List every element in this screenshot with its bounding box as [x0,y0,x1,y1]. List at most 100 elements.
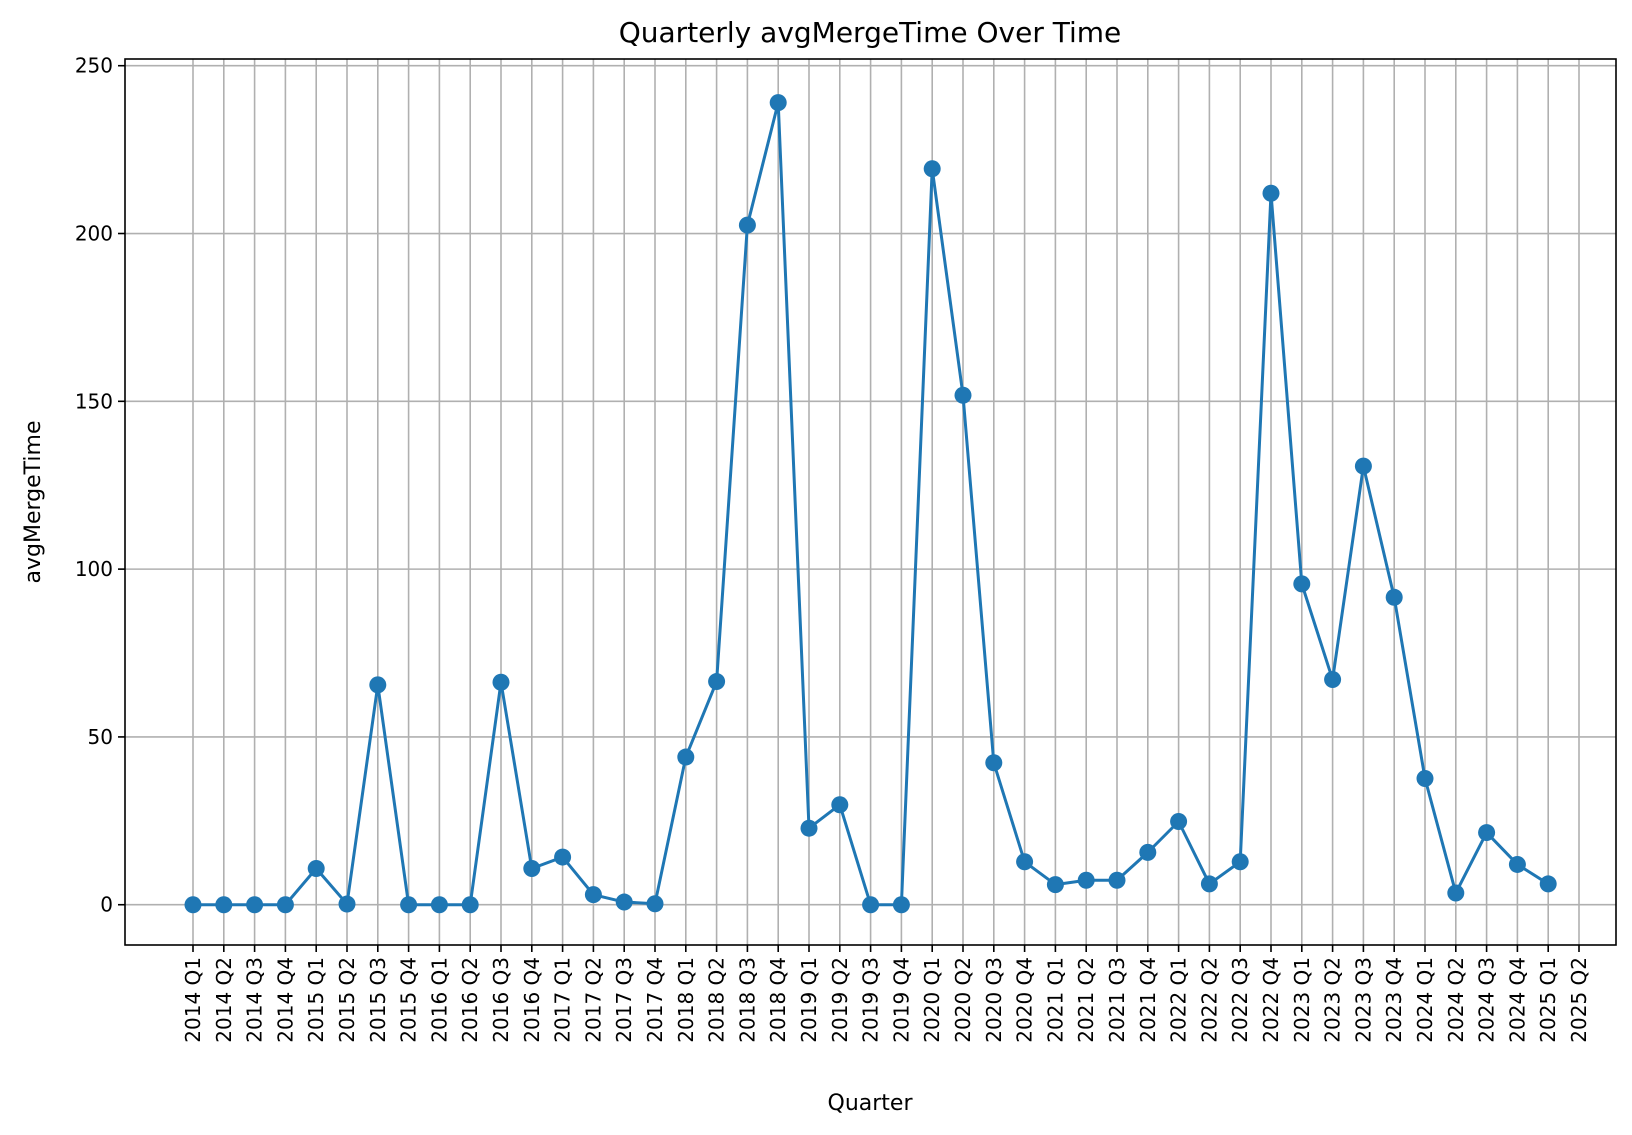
data-point [1447,884,1464,901]
y-tick-label: 100 [75,557,113,581]
x-tick-label: 2017 Q1 [551,957,575,1043]
x-tick-label: 2018 Q2 [705,957,729,1043]
x-tick-label: 2016 Q3 [489,957,513,1043]
data-point [1232,853,1249,870]
x-tick-label: 2023 Q1 [1290,957,1314,1043]
x-tick-label: 2019 Q1 [797,957,821,1043]
data-point [801,820,818,837]
x-tick-label: 2016 Q1 [427,957,451,1043]
data-point [339,896,356,913]
x-tick-label: 2025 Q2 [1567,957,1591,1043]
data-point [1201,875,1218,892]
data-point [893,896,910,913]
x-tick-label: 2023 Q3 [1351,957,1375,1043]
x-tick-label: 2021 Q3 [1105,957,1129,1043]
data-point [1170,813,1187,830]
data-point [1509,856,1526,873]
data-point [708,673,725,690]
data-point [1139,844,1156,861]
data-point [277,896,294,913]
y-tick-label: 0 [100,893,113,917]
x-axis-label: Quarter [828,1091,914,1116]
data-point [831,796,848,813]
data-point [308,860,325,877]
x-tick-label: 2020 Q3 [982,957,1006,1043]
y-tick-label: 200 [75,222,113,246]
data-point [493,674,510,691]
x-tick-label: 2014 Q2 [212,957,236,1043]
data-point [955,387,972,404]
x-tick-label: 2019 Q4 [889,957,913,1043]
x-tick-label: 2019 Q3 [859,957,883,1043]
x-tick-label: 2017 Q3 [612,957,636,1043]
x-tick-label: 2015 Q1 [304,957,328,1043]
x-tick-label: 2025 Q1 [1536,957,1560,1043]
data-point [431,896,448,913]
data-point [1540,875,1557,892]
data-point [1078,872,1095,889]
x-tick-label: 2022 Q1 [1167,957,1191,1043]
data-point [1386,589,1403,606]
data-point [1293,575,1310,592]
y-axis-label: avgMergeTime [21,421,46,584]
y-axis-ticks: 0 50 100 150 200 250 [75,54,125,917]
x-tick-label: 2017 Q2 [581,957,605,1043]
x-tick-label: 2024 Q1 [1413,957,1437,1043]
x-axis-ticks: 2014 Q1 2014 Q2 2014 Q3 2014 Q4 2015 Q1 2015 … [181,945,1591,1043]
x-tick-label: 2014 Q4 [273,957,297,1043]
x-tick-label: 2022 Q4 [1259,957,1283,1043]
x-tick-label: 2015 Q2 [335,957,359,1043]
y-tick-label: 150 [75,389,113,413]
x-tick-label: 2019 Q2 [828,957,852,1043]
data-point [647,895,664,912]
data-point [554,849,571,866]
data-point [1324,671,1341,688]
data-point [1417,770,1434,787]
data-point [246,896,263,913]
data-point [677,749,694,766]
data-point [985,754,1002,771]
x-tick-label: 2023 Q2 [1321,957,1345,1043]
x-tick-label: 2023 Q4 [1382,957,1406,1043]
data-point [523,860,540,877]
data-point [585,886,602,903]
data-point [862,896,879,913]
y-tick-label: 50 [88,725,113,749]
x-tick-label: 2021 Q4 [1136,957,1160,1043]
data-point [739,217,756,234]
data-point [215,896,232,913]
data-point [1355,458,1372,475]
data-point [616,894,633,911]
x-tick-label: 2018 Q4 [766,957,790,1043]
x-tick-label: 2016 Q2 [458,957,482,1043]
x-tick-label: 2014 Q1 [181,957,205,1043]
data-point [1047,876,1064,893]
x-tick-label: 2020 Q1 [920,957,944,1043]
x-tick-label: 2014 Q3 [243,957,267,1043]
x-tick-label: 2018 Q1 [674,957,698,1043]
data-point [1478,824,1495,841]
chart-title: Quarterly avgMergeTime Over Time [619,16,1122,49]
x-tick-label: 2020 Q2 [951,957,975,1043]
x-tick-label: 2024 Q3 [1475,957,1499,1043]
x-tick-label: 2016 Q4 [520,957,544,1043]
data-point [1109,872,1126,889]
data-point [770,94,787,111]
data-point [462,896,479,913]
x-tick-label: 2024 Q2 [1444,957,1468,1043]
x-tick-label: 2021 Q1 [1043,957,1067,1043]
x-tick-label: 2022 Q2 [1197,957,1221,1043]
data-point [1016,853,1033,870]
data-point [185,896,202,913]
x-tick-label: 2021 Q2 [1074,957,1098,1043]
x-tick-label: 2015 Q3 [366,957,390,1043]
data-point [369,676,386,693]
grid-lines [125,59,1616,945]
data-point [924,160,941,177]
x-tick-label: 2018 Q3 [735,957,759,1043]
y-tick-label: 250 [75,54,113,78]
x-tick-label: 2015 Q4 [397,957,421,1043]
x-tick-label: 2017 Q4 [643,957,667,1043]
x-tick-label: 2024 Q4 [1505,957,1529,1043]
